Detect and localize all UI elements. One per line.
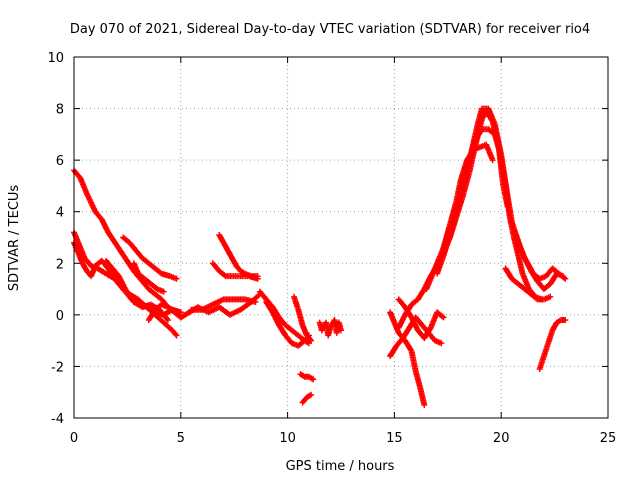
axis-ticks: 0 5 10 15 20 25 -4 -2 0 2 4 6 8 10 xyxy=(47,51,616,446)
series-arc-c8 xyxy=(502,265,554,303)
series-arc-b2 xyxy=(263,298,312,349)
x-tick-label: 20 xyxy=(493,431,510,446)
series-arc-c3 xyxy=(395,296,447,342)
data-track xyxy=(291,295,314,343)
data-track xyxy=(317,318,344,337)
series-arc-a10 xyxy=(216,231,261,280)
y-tick-label: 0 xyxy=(56,309,64,324)
series-arc-b6 xyxy=(316,317,344,339)
series-arc-a8 xyxy=(188,296,259,313)
data-track xyxy=(216,233,260,280)
x-axis-label: GPS time / hours xyxy=(286,459,395,474)
chart-title: Day 070 of 2021, Sidereal Day-to-day VTE… xyxy=(70,22,590,37)
data-track xyxy=(513,233,567,282)
data-track xyxy=(121,235,178,282)
series-arc-c4 xyxy=(395,108,545,331)
y-tick-label: -2 xyxy=(51,360,64,375)
y-tick-label: 6 xyxy=(56,154,64,169)
data-track xyxy=(131,261,166,295)
data-track xyxy=(387,310,427,407)
y-tick-label: 4 xyxy=(56,206,64,221)
data-track xyxy=(298,372,315,382)
grid-lines xyxy=(74,57,608,418)
series-arc-b5 xyxy=(299,391,315,406)
series-arc-c7 xyxy=(440,141,496,251)
data-track xyxy=(503,266,552,303)
y-tick-label: 2 xyxy=(56,257,64,272)
x-tick-label: 15 xyxy=(386,431,403,446)
data-track xyxy=(300,392,313,405)
plot-area xyxy=(73,56,609,419)
x-tick-label: 25 xyxy=(600,431,617,446)
data-track xyxy=(190,296,258,313)
series-arc-b3 xyxy=(291,293,315,344)
x-tick-label: 0 xyxy=(70,431,78,446)
series-arc-c1 xyxy=(387,309,428,409)
data-track xyxy=(72,168,179,315)
data-track xyxy=(264,300,311,349)
series-arc-c10 xyxy=(536,317,569,373)
x-tick-label: 10 xyxy=(279,431,296,446)
data-track xyxy=(396,297,446,340)
y-axis-label: SDTVAR / TECUs xyxy=(7,185,22,292)
series-arc-b4 xyxy=(297,371,317,383)
x-tick-label: 5 xyxy=(177,431,185,446)
data-track xyxy=(396,109,544,330)
series-arc-a5 xyxy=(120,234,180,282)
data-series xyxy=(71,105,569,409)
data-track xyxy=(537,317,567,371)
series-arc-b1 xyxy=(256,288,312,347)
series-arc-c9 xyxy=(513,231,569,282)
y-tick-label: 10 xyxy=(47,51,64,66)
y-tick-label: -4 xyxy=(51,412,64,427)
series-arc-a6 xyxy=(130,260,167,295)
y-tick-label: 8 xyxy=(56,103,64,118)
data-track xyxy=(440,142,496,250)
